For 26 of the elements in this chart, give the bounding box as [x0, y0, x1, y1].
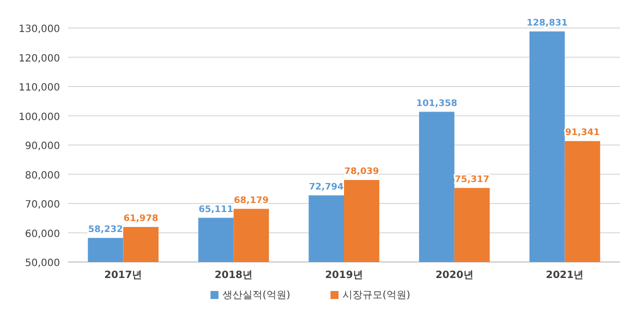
y-tick-label: 90,000 [25, 141, 60, 152]
legend-label: 시장규모(억원) [342, 290, 410, 301]
data-label: 128,831 [526, 18, 568, 28]
data-label: 72,794 [308, 182, 344, 192]
data-label: 78,039 [344, 166, 380, 177]
y-tick-label: 110,000 [18, 82, 60, 94]
data-label: 75,317 [454, 174, 490, 185]
x-tick-label: 2018년 [214, 270, 253, 281]
data-label: 91,341 [565, 128, 600, 138]
y-tick-label: 100,000 [18, 112, 60, 123]
x-tick-label: 2021년 [546, 270, 584, 281]
y-tick-label: 120,000 [18, 53, 60, 64]
data-label: 68,179 [234, 196, 269, 206]
y-tick-label: 130,000 [18, 24, 60, 35]
data-label: 58,232 [88, 224, 123, 235]
y-tick-label: 70,000 [25, 200, 60, 210]
legend-label: 생산실적(억원) [222, 290, 290, 301]
y-tick-label: 60,000 [25, 228, 60, 240]
data-label: 65,111 [198, 204, 234, 215]
y-tick-label: 80,000 [25, 170, 60, 182]
x-tick-label: 2017년 [104, 270, 142, 281]
y-tick-label: 50,000 [25, 258, 60, 269]
x-tick-label: 2020년 [435, 270, 474, 281]
data-label: 101,358 [416, 98, 458, 109]
x-tick-label: 2019년 [325, 270, 363, 281]
data-label: 61,978 [123, 214, 158, 224]
